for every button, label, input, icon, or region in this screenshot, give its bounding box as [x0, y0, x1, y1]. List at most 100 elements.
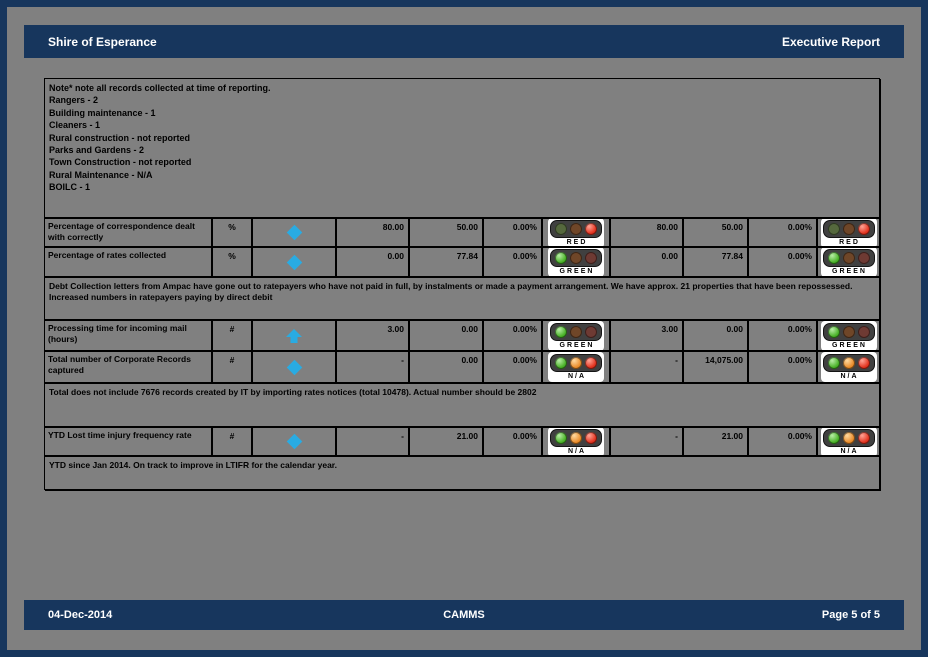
- kpi-ytd-status-cell: N/A: [818, 428, 881, 457]
- status-label: N/A: [567, 373, 587, 380]
- traffic-light-icon: GREEN: [548, 248, 604, 276]
- amber-bulb-icon: [570, 222, 582, 235]
- kpi-ytd-status-cell: GREEN: [818, 248, 881, 278]
- amber-bulb-icon: [570, 431, 582, 444]
- status-label: N/A: [840, 447, 859, 455]
- kpi-period-value-1: 3.00: [337, 321, 410, 352]
- green-bulb-icon: [827, 431, 840, 444]
- green-bulb-icon: [827, 222, 840, 235]
- red-bulb-icon: [585, 222, 597, 235]
- status-label: RED: [839, 238, 860, 246]
- red-bulb-icon: [585, 252, 597, 264]
- red-bulb-icon: [857, 252, 870, 264]
- traffic-light-housing: [822, 219, 875, 238]
- traffic-light-icon: N/A: [548, 428, 604, 455]
- red-bulb-icon: [857, 325, 870, 338]
- kpi-unit: %: [213, 248, 253, 278]
- traffic-light-icon: N/A: [820, 352, 877, 382]
- diamond-icon: [286, 433, 302, 450]
- kpi-ytd-status-cell: N/A: [818, 352, 881, 384]
- diamond-icon: [286, 359, 302, 375]
- red-bulb-icon: [857, 431, 870, 444]
- green-bulb-icon: [555, 325, 567, 338]
- comment-row: YTD since Jan 2014. On track to improve …: [45, 457, 881, 491]
- kpi-name: Percentage of correspondence dealt with …: [45, 219, 213, 248]
- kpi-trend-cell: [253, 321, 337, 352]
- vendor-label: CAMMS: [443, 609, 485, 621]
- kpi-ytd-value-2: 77.84: [684, 248, 749, 278]
- traffic-light-icon: RED: [820, 219, 877, 246]
- kpi-ytd-percent: 0.00%: [749, 428, 818, 457]
- amber-bulb-icon: [842, 325, 855, 338]
- kpi-ytd-percent: 0.00%: [749, 321, 818, 352]
- comment-row: Debt Collection letters from Ampac have …: [45, 278, 881, 321]
- kpi-ytd-value-1: -: [611, 428, 684, 457]
- kpi-unit: #: [213, 428, 253, 457]
- traffic-light-icon: GREEN: [820, 321, 877, 350]
- amber-bulb-icon: [570, 252, 582, 264]
- red-bulb-icon: [857, 222, 870, 235]
- kpi-period-value-1: 0.00: [337, 248, 410, 278]
- diamond-icon: [286, 224, 302, 241]
- kpi-name: Percentage of rates collected: [45, 248, 213, 278]
- kpi-ytd-value-1: -: [611, 352, 684, 384]
- kpi-table: Note* note all records collected at time…: [44, 78, 881, 491]
- report-header-bar: Shire of Esperance Executive Report: [24, 25, 904, 58]
- kpi-period-value-2: 0.00: [410, 321, 484, 352]
- red-bulb-icon: [585, 325, 597, 338]
- kpi-trend-cell: [253, 428, 337, 457]
- page-number: Page 5 of 5: [821, 609, 880, 621]
- amber-bulb-icon: [570, 325, 582, 338]
- kpi-name: YTD Lost time injury frequency rate: [45, 428, 213, 457]
- kpi-ytd-percent: 0.00%: [749, 248, 818, 278]
- amber-bulb-icon: [842, 252, 855, 264]
- report-footer-bar: 04-Dec-2014 CAMMS Page 5 of 5: [24, 600, 904, 630]
- kpi-period-percent: 0.00%: [484, 352, 543, 384]
- green-bulb-icon: [555, 252, 567, 264]
- traffic-light-housing: [822, 354, 875, 372]
- kpi-ytd-value-1: 80.00: [611, 219, 684, 248]
- kpi-ytd-value-2: 21.00: [684, 428, 749, 457]
- status-label: RED: [566, 238, 588, 246]
- status-label: GREEN: [832, 268, 867, 275]
- traffic-light-icon: RED: [548, 219, 604, 246]
- traffic-light-housing: [822, 249, 875, 267]
- kpi-period-value-2: 0.00: [410, 352, 484, 384]
- kpi-ytd-value-2: 50.00: [684, 219, 749, 248]
- traffic-light-icon: GREEN: [820, 248, 877, 276]
- green-bulb-icon: [555, 431, 567, 444]
- green-bulb-icon: [555, 357, 567, 369]
- amber-bulb-icon: [842, 431, 855, 444]
- kpi-period-status-cell: RED: [543, 219, 611, 248]
- report-date: 04-Dec-2014: [48, 609, 113, 621]
- notes-cell: Note* note all records collected at time…: [45, 79, 881, 219]
- traffic-light-icon: N/A: [820, 428, 877, 455]
- kpi-period-value-1: -: [337, 428, 410, 457]
- kpi-period-value-1: 80.00: [337, 219, 410, 248]
- kpi-period-percent: 0.00%: [484, 248, 543, 278]
- kpi-ytd-value-1: 3.00: [611, 321, 684, 352]
- kpi-ytd-value-2: 14,075.00: [684, 352, 749, 384]
- kpi-name: Total number of Corporate Records captur…: [45, 352, 213, 384]
- amber-bulb-icon: [842, 222, 855, 235]
- kpi-ytd-percent: 0.00%: [749, 352, 818, 384]
- org-title: Shire of Esperance: [48, 34, 157, 49]
- traffic-light-housing: [822, 428, 875, 447]
- diamond-icon: [286, 254, 302, 270]
- kpi-trend-cell: [253, 219, 337, 248]
- kpi-trend-cell: [253, 352, 337, 384]
- kpi-period-value-1: -: [337, 352, 410, 384]
- red-bulb-icon: [585, 431, 597, 444]
- kpi-period-percent: 0.00%: [484, 321, 543, 352]
- up-arrow-icon: [286, 329, 302, 343]
- kpi-unit: #: [213, 352, 253, 384]
- kpi-name: Processing time for incoming mail (hours…: [45, 321, 213, 352]
- kpi-period-status-cell: N/A: [543, 428, 611, 457]
- status-label: N/A: [567, 447, 587, 455]
- kpi-ytd-value-2: 0.00: [684, 321, 749, 352]
- kpi-ytd-percent: 0.00%: [749, 219, 818, 248]
- kpi-trend-cell: [253, 248, 337, 278]
- kpi-period-status-cell: GREEN: [543, 321, 611, 352]
- red-bulb-icon: [585, 357, 597, 369]
